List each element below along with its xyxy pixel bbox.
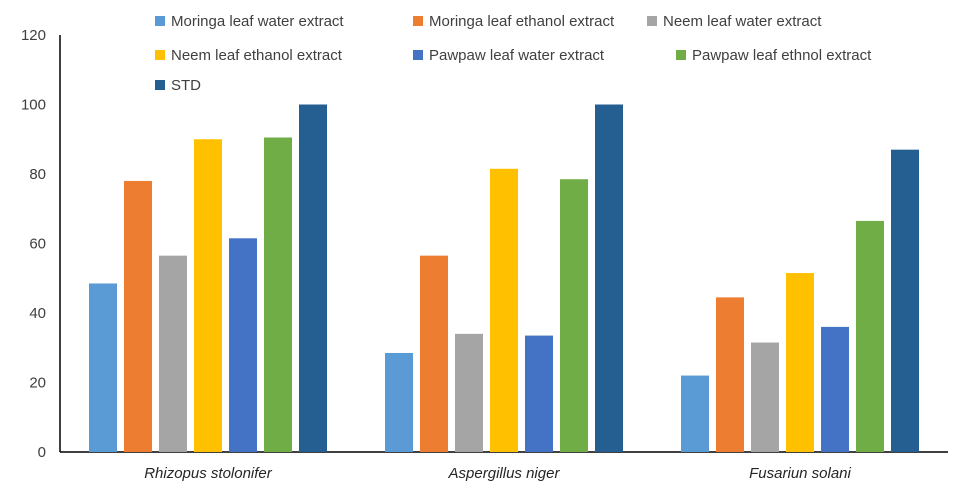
legend-swatch (676, 50, 686, 60)
legend-label: STD (171, 77, 201, 94)
y-tick-label: 40 (29, 305, 46, 322)
bar (124, 180, 152, 452)
bar (560, 179, 588, 452)
bar (856, 220, 884, 452)
y-tick-label: 60 (29, 236, 46, 253)
bar (264, 137, 292, 452)
bar (490, 168, 518, 452)
legend-label: Neem leaf ethanol extract (171, 47, 343, 64)
legend-label: Neem leaf water extract (663, 13, 822, 30)
legend-swatch (155, 50, 165, 60)
bar (786, 273, 814, 452)
bar (455, 333, 483, 452)
category-label: Rhizopus stolonifer (144, 465, 273, 482)
bar (891, 149, 919, 453)
bar (525, 335, 553, 452)
legend-swatch (155, 16, 165, 26)
legend-swatch (413, 50, 423, 60)
bar (681, 375, 709, 452)
legend: Moringa leaf water extract Moringa leaf e… (155, 13, 872, 94)
legend-swatch (155, 80, 165, 90)
bar (89, 283, 117, 452)
legend-label: Moringa leaf ethanol extract (429, 13, 615, 30)
bars (89, 104, 919, 453)
legend-swatch (413, 16, 423, 26)
bar (595, 104, 623, 452)
bar (821, 326, 849, 452)
y-tick-labels: 0 20 40 60 80 100 120 (21, 27, 46, 461)
bar (420, 255, 448, 452)
category-labels: Rhizopus stolonifer Aspergillus niger Fusa… (144, 465, 851, 482)
legend-label: Pawpaw leaf ethnol extract (692, 47, 872, 64)
bar (159, 255, 187, 452)
bar (194, 139, 222, 452)
bar (751, 342, 779, 452)
bar (299, 104, 327, 452)
category-label: Aspergillus niger (448, 465, 561, 482)
bar (385, 352, 413, 452)
y-tick-label: 20 (29, 375, 46, 392)
y-tick-label: 0 (38, 444, 46, 461)
bar (716, 297, 744, 452)
y-tick-label: 80 (29, 166, 46, 183)
bar (229, 238, 257, 452)
category-label: Fusariun solani (749, 465, 851, 482)
y-tick-label: 120 (21, 27, 46, 44)
legend-label: Moringa leaf water extract (171, 13, 344, 30)
y-tick-label: 100 (21, 97, 46, 114)
legend-label: Pawpaw leaf water extract (429, 47, 605, 64)
legend-swatch (647, 16, 657, 26)
